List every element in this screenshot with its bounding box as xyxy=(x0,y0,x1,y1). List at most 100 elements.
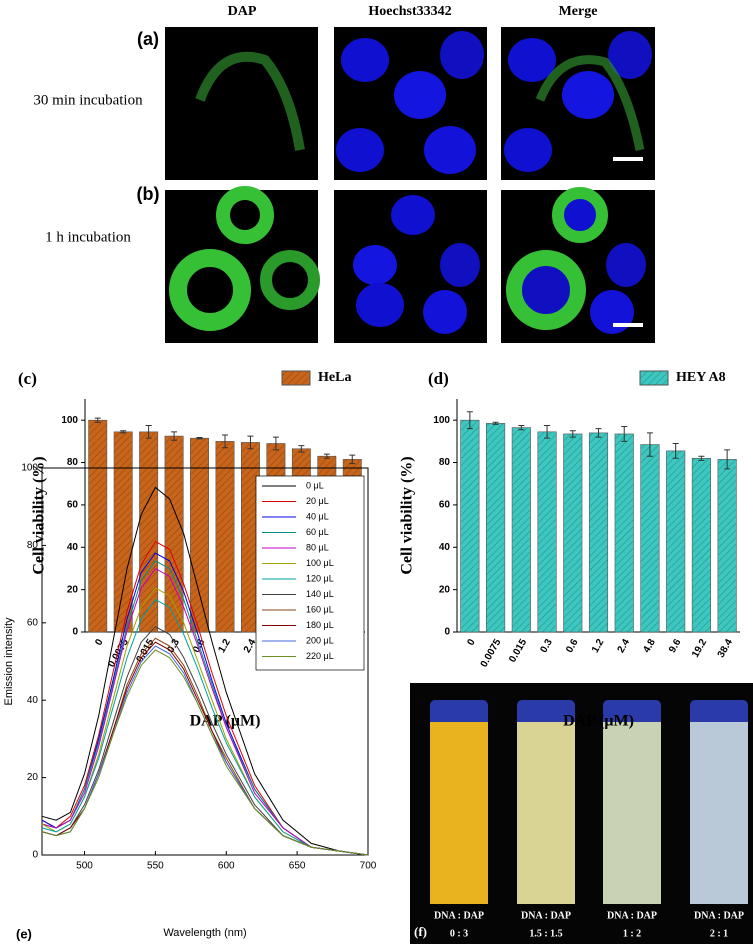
x-tick-label: 0.6 xyxy=(564,637,581,655)
y-axis-title: Cell viability (%) xyxy=(399,456,416,574)
cell-signal xyxy=(506,250,586,330)
x-tick-label: 700 xyxy=(360,861,377,872)
legend-label: 0 μL xyxy=(306,480,324,490)
error-bar xyxy=(298,445,305,453)
cell-signal xyxy=(169,249,251,331)
bar xyxy=(511,427,531,633)
error-bar xyxy=(145,424,152,439)
error-bar xyxy=(518,424,525,431)
x-tick-label: 1.2 xyxy=(216,637,233,655)
y-tick-label: 100 xyxy=(61,415,78,426)
sample-label: DNA : DAP xyxy=(434,910,484,921)
legend-box xyxy=(255,475,365,671)
row-label: 1 h incubation xyxy=(45,229,131,245)
line xyxy=(41,486,369,856)
panel-label: (d) xyxy=(428,369,449,388)
cuvette-cap xyxy=(517,700,575,726)
sample-ratio: 0 : 3 xyxy=(450,928,468,939)
cell-signal xyxy=(260,250,320,310)
bar xyxy=(537,431,557,633)
x-tick-label: 500 xyxy=(76,861,93,872)
legend-label: 20 μL xyxy=(306,496,329,506)
y-tick-label: 80 xyxy=(439,457,451,468)
bar xyxy=(139,431,159,633)
bar xyxy=(666,450,686,633)
panel-label: (e) xyxy=(16,926,32,941)
error-bar xyxy=(247,435,254,450)
cell-signal xyxy=(535,55,645,151)
x-tick-label: 1.2 xyxy=(590,637,607,655)
y-tick-label: 60 xyxy=(27,617,39,628)
y-tick-label: 0 xyxy=(72,627,78,638)
nucleus xyxy=(440,243,480,287)
x-tick-label: 0.3 xyxy=(538,637,555,655)
x-tick-label: 38.4 xyxy=(716,637,735,660)
error-bar xyxy=(672,442,679,459)
legend-label: 120 μL xyxy=(306,573,334,583)
legend-label: 100 μL xyxy=(306,558,334,568)
legend-swatch xyxy=(639,370,669,386)
cell-signal xyxy=(216,186,274,244)
cuvette-cap xyxy=(430,700,488,726)
x-axis-title: DAP (μM) xyxy=(563,713,634,730)
nucleus xyxy=(590,290,634,334)
nucleus xyxy=(391,195,435,235)
cuvette-cap xyxy=(690,700,748,726)
error-bar xyxy=(120,430,127,434)
error-bar xyxy=(349,454,356,465)
legend-label: 180 μL xyxy=(306,620,334,630)
nucleus xyxy=(394,71,446,119)
panel-label: (a) xyxy=(137,29,159,49)
x-tick-label: 600 xyxy=(218,861,235,872)
legend-swatch xyxy=(281,370,311,386)
cell-signal xyxy=(195,51,305,151)
bar xyxy=(640,444,660,633)
legend-label: 200 μL xyxy=(306,635,334,645)
line xyxy=(41,645,369,856)
y-tick-label: 40 xyxy=(439,542,451,553)
error-bar xyxy=(171,431,178,441)
x-tick-label: 650 xyxy=(289,861,306,872)
legend-label: 40 μL xyxy=(306,511,329,521)
cuvette xyxy=(517,722,575,904)
nucleus xyxy=(336,128,384,172)
bar xyxy=(717,459,737,633)
error-bar xyxy=(196,437,203,440)
y-tick-label: 0 xyxy=(444,627,450,638)
nucleus xyxy=(504,128,552,172)
nucleus xyxy=(508,38,556,82)
nucleus xyxy=(440,31,484,79)
microscopy: DAP Hoechst33342 Merge (a) 30 min incuba… xyxy=(33,4,655,343)
legend-label: HEY A8 xyxy=(676,370,726,385)
legend-label: 60 μL xyxy=(306,527,329,537)
x-tick-label: 2.4 xyxy=(616,637,633,655)
nucleus xyxy=(356,283,404,327)
error-bar xyxy=(621,426,628,442)
panel-label: (f) xyxy=(414,924,427,939)
bar xyxy=(614,433,634,633)
column-header: Hoechst33342 xyxy=(368,4,451,19)
scale-bar xyxy=(613,157,643,161)
bar xyxy=(691,458,711,633)
nucleus xyxy=(423,290,467,334)
error-bar xyxy=(492,421,499,425)
y-tick-label: 40 xyxy=(27,695,39,706)
bar xyxy=(164,435,184,633)
x-tick-label: 0 xyxy=(93,637,106,648)
legend-label: HeLa xyxy=(318,370,351,385)
legend-label: 220 μL xyxy=(306,651,334,661)
legend-label: 160 μL xyxy=(306,604,334,614)
x-tick-label: 0.0075 xyxy=(479,637,504,669)
y-tick-label: 0 xyxy=(32,850,38,861)
row-label: 30 min incubation xyxy=(33,92,143,108)
bar xyxy=(88,419,108,633)
image xyxy=(165,27,318,180)
x-tick-label: 9.6 xyxy=(667,637,684,655)
cuvette xyxy=(430,722,488,904)
y-tick-label: 60 xyxy=(439,500,451,511)
y-tick-label: 80 xyxy=(67,457,79,468)
y-tick-label: 80 xyxy=(27,540,39,551)
error-bar xyxy=(94,417,101,423)
y-tick-label: 20 xyxy=(67,584,79,595)
x-axis-title: Wavelength (nm) xyxy=(163,927,246,939)
